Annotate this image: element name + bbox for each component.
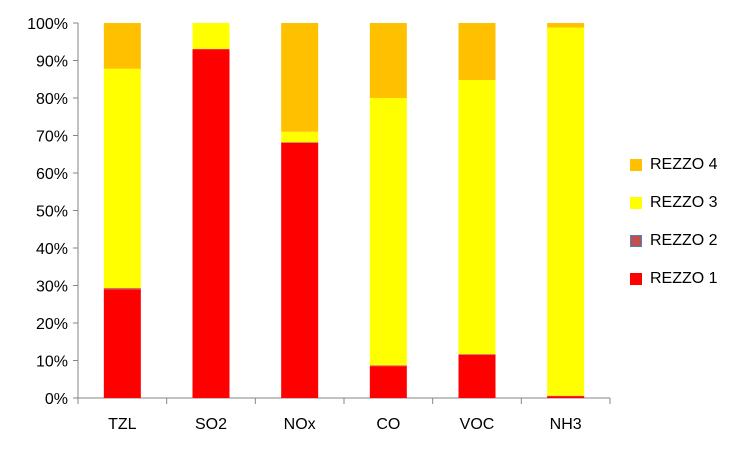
bar-segment: REZZO 3 VOC	[458, 80, 496, 355]
legend-item: REZZO 2	[630, 231, 745, 251]
x-tick-label: NOx	[284, 416, 316, 433]
bar-segment: REZZO 4 NH3	[547, 23, 585, 28]
legend-item: REZZO 4	[630, 155, 745, 175]
y-tick-label: 30%	[36, 279, 68, 296]
bar-segment: REZZO 2 NOx	[281, 142, 319, 143]
y-tick-label: 40%	[36, 241, 68, 258]
legend-label: REZZO 1	[650, 270, 718, 287]
bar-segment: REZZO 4 CO	[369, 23, 407, 98]
bar-segment: REZZO 4 TZL	[103, 23, 141, 69]
x-tick-label: TZL	[108, 416, 137, 433]
bar-segment: REZZO 3 CO	[369, 98, 407, 366]
legend-item: REZZO 1	[630, 269, 745, 289]
legend-swatch	[630, 159, 642, 171]
legend-label: REZZO 4	[650, 156, 718, 173]
bar-segment: REZZO 2 CO	[369, 365, 407, 367]
y-tick-label: 50%	[36, 204, 68, 221]
legend-swatch	[630, 197, 642, 209]
x-tick-label: NH3	[550, 416, 582, 433]
x-tick-label: SO2	[195, 416, 227, 433]
legend-label: REZZO 3	[650, 194, 718, 211]
y-tick-label: 70%	[36, 129, 68, 146]
bar-segment: REZZO 3 TZL	[103, 68, 141, 289]
y-tick-label: 100%	[27, 16, 68, 33]
legend-swatch	[630, 273, 642, 285]
legend-swatch	[630, 235, 642, 247]
y-tick-label: 90%	[36, 54, 68, 71]
legend-item: REZZO 3	[630, 193, 745, 213]
legend-label: REZZO 2	[650, 232, 718, 249]
bar-segment: REZZO 1 NOx	[281, 143, 319, 398]
bar-segment: REZZO 1 TZL	[103, 289, 141, 398]
chart-legend: REZZO 4 REZZO 3 REZZO 2 REZZO 1	[630, 155, 745, 307]
bar-segment: REZZO 1 NH3	[547, 396, 585, 398]
y-tick-label: 20%	[36, 316, 68, 333]
bar-segment: REZZO 3 NH3	[547, 27, 585, 396]
y-tick-label: 80%	[36, 91, 68, 108]
bar-segment: REZZO 1 VOC	[458, 354, 496, 398]
x-tick-label: VOC	[460, 416, 495, 433]
bar-segment: REZZO 1 CO	[369, 366, 407, 398]
bar-segment: REZZO 2 VOC	[458, 354, 496, 355]
y-tick-label: 10%	[36, 354, 68, 371]
x-tick-label: CO	[376, 416, 400, 433]
bar-segment: REZZO 3 NOx	[281, 131, 319, 143]
bar-segment: REZZO 4 VOC	[458, 23, 496, 80]
y-tick-label: 0%	[45, 391, 68, 408]
bar-segment: REZZO 4 NOx	[281, 23, 319, 132]
bar-segment: REZZO 2 TZL	[103, 288, 141, 290]
bar-segment: REZZO 1 SO2	[192, 49, 230, 398]
y-tick-label: 60%	[36, 166, 68, 183]
bar-segment: REZZO 3 SO2	[192, 23, 230, 49]
